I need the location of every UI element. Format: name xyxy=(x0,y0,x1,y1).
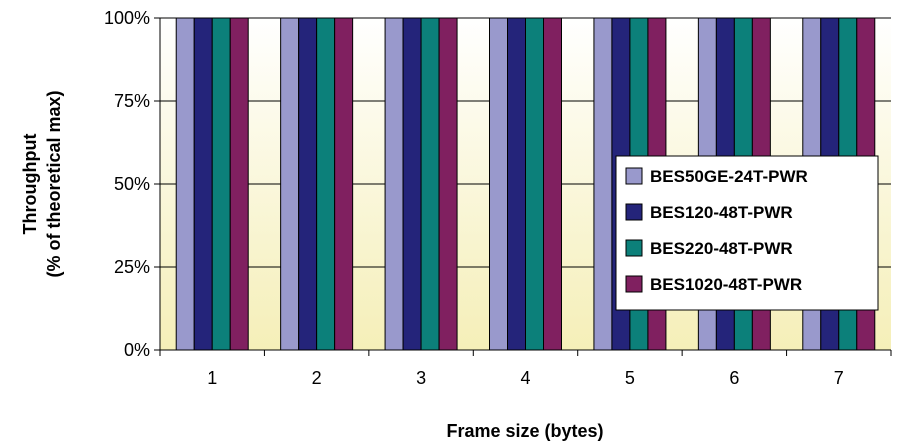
bar xyxy=(384,17,404,351)
x-tick-label: 6 xyxy=(729,368,739,388)
legend: BES50GE-24T-PWR BES120-48T-PWR BES220-48T-… xyxy=(615,155,879,311)
legend-swatch xyxy=(625,203,643,221)
bar xyxy=(593,17,613,351)
bar xyxy=(211,17,231,351)
bar xyxy=(316,17,336,351)
x-tick-label: 4 xyxy=(520,368,530,388)
bar xyxy=(489,17,508,351)
bar xyxy=(193,17,213,351)
legend-swatch xyxy=(625,275,643,293)
axes xyxy=(154,17,892,356)
x-tick-label: 3 xyxy=(416,368,426,388)
bar xyxy=(334,17,354,351)
legend-label: BES220-48T-PWR xyxy=(650,239,793,258)
legend-label: BES1020-48T-PWR xyxy=(650,275,802,294)
x-tick-label: 5 xyxy=(625,368,635,388)
x-tick-label: 7 xyxy=(834,368,844,388)
x-tick-label: 1 xyxy=(207,368,217,388)
bar xyxy=(175,17,195,351)
bar xyxy=(298,17,318,351)
bar xyxy=(280,17,300,351)
y-tick-label: 25% xyxy=(114,257,150,277)
y-tick-label: 75% xyxy=(114,91,150,111)
bar xyxy=(525,17,544,351)
bar xyxy=(438,17,458,351)
legend-box xyxy=(615,155,879,311)
y-axis-title-line-1: Throughput xyxy=(20,134,40,235)
x-axis-title: Frame size (bytes) xyxy=(446,421,603,441)
bar xyxy=(402,17,422,351)
legend-swatch xyxy=(625,239,643,257)
y-tick-labels: 0% 25% 50% 75% 100% xyxy=(104,8,150,360)
bar xyxy=(507,17,526,351)
y-axis-title: Throughput (% of theoretical max) xyxy=(20,90,64,277)
x-tick-label: 2 xyxy=(312,368,322,388)
y-tick-label: 0% xyxy=(124,340,150,360)
legend-label: BES120-48T-PWR xyxy=(650,203,793,222)
y-axis-title-line-2: (% of theoretical max) xyxy=(44,90,64,277)
legend-swatch xyxy=(625,167,643,185)
bar xyxy=(420,17,440,351)
y-tick-label: 100% xyxy=(104,8,150,28)
bar xyxy=(543,17,562,351)
bar xyxy=(229,17,249,351)
x-tick-labels: 1 2 3 4 5 6 7 xyxy=(207,368,844,388)
legend-label: BES50GE-24T-PWR xyxy=(650,167,808,186)
y-tick-label: 50% xyxy=(114,174,150,194)
